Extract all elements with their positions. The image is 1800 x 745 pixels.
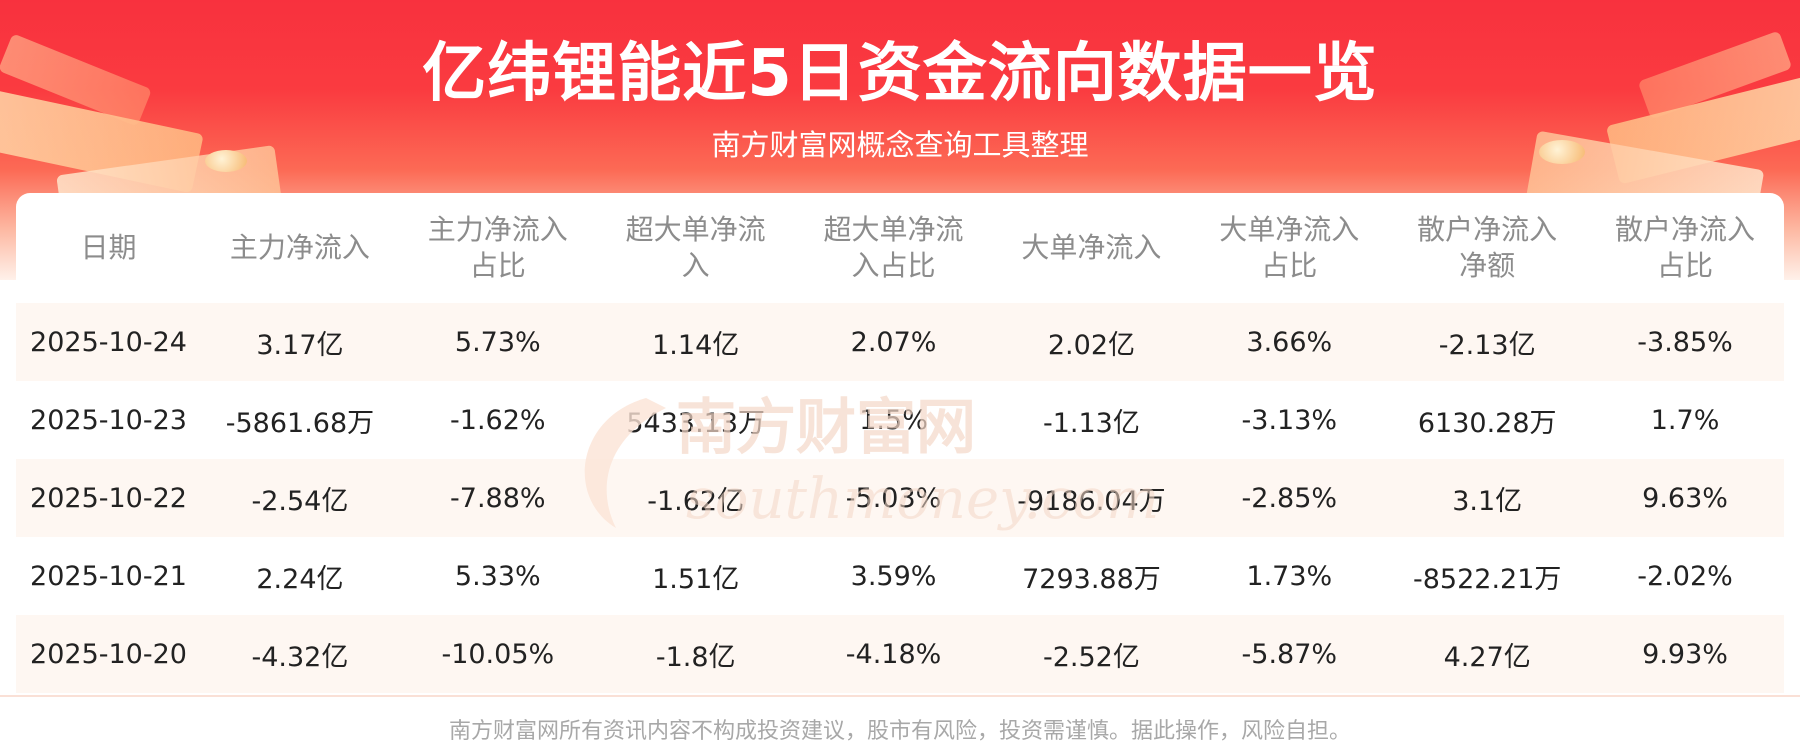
column-header-line2: 占比 [469,249,526,282]
value-cell: -1.62% [398,381,597,459]
value-cell: -10.05% [398,615,597,693]
table-row: 2025-10-24 3.17亿 5.73% 1.14亿 2.07% 2.02亿 3.66%… [16,303,1784,381]
column-header-line1: 大单净流入 [1219,213,1360,246]
value-cell: -2.52亿 [992,615,1191,693]
value-cell: 3.1亿 [1388,459,1587,537]
value-cell: 3.17亿 [201,303,399,381]
column-header-line1: 超大单净流 [823,213,964,246]
value-cell: -5861.68万 [201,381,399,459]
value-cell: -4.18% [794,615,993,693]
value-cell: -7.88% [398,459,597,537]
value-cell: -8522.21万 [1388,537,1587,615]
table-row: 2025-10-20 -4.32亿 -10.05% -1.8亿 -4.18% -2.52亿… [16,615,1784,693]
column-header-line2: 净额 [1459,249,1516,282]
value-cell: 2.02亿 [992,303,1191,381]
value-cell: 2.07% [794,303,993,381]
value-cell: 1.7% [1586,381,1784,459]
value-cell: 1.5% [794,381,993,459]
value-cell: -5.03% [794,459,993,537]
column-header-line1: 主力净流入 [427,213,568,246]
column-header-line2: 占比 [1261,249,1318,282]
column-header: 超大单净流 入占比 [795,193,993,303]
coin-icon [205,150,247,172]
table-body: 2025-10-24 3.17亿 5.73% 1.14亿 2.07% 2.02亿 3.66%… [16,303,1784,693]
column-header-line1: 散户净流入 [1615,213,1756,246]
data-card: 日期 主力净流入 主力净流入 占比 超大单净流入超大单净流 入占比 大单净流入 大单净流入 占比… [16,193,1784,695]
footer-divider [0,695,1800,697]
column-header: 大单净流入 [993,193,1191,303]
value-cell: -2.13亿 [1388,303,1587,381]
column-header: 超大单净流入 [597,193,795,303]
value-cell: 2.24亿 [201,537,399,615]
footer-disclaimer: 南方财富网所有资讯内容不构成投资建议，股市有风险，投资需谨慎。据此操作，风险自担… [448,719,1351,744]
value-cell: 1.14亿 [596,303,795,381]
table-row: 2025-10-22 -2.54亿 -7.88% -1.62亿 -5.03% -9186.… [16,459,1784,537]
table-header-row: 日期 主力净流入 主力净流入 占比 超大单净流入超大单净流 入占比 大单净流入 大单净流入 占比… [16,193,1784,303]
column-header-line1: 日期 [80,231,137,264]
column-header-line1: 散户净流入 [1417,213,1558,246]
column-header-line1: 大单净流入 [1021,231,1162,264]
column-header: 散户净流入 净额 [1388,193,1586,303]
value-cell: 9.63% [1586,459,1784,537]
value-cell: 5433.13万 [596,381,795,459]
column-header-line1: 超大单净流 [625,213,766,246]
value-cell: 1.73% [1190,537,1389,615]
date-cell: 2025-10-20 [16,615,201,693]
column-header: 大单净流入 占比 [1190,193,1388,303]
value-cell: 7293.88万 [992,537,1191,615]
value-cell: 6130.28万 [1388,381,1587,459]
table-row: 2025-10-23 -5861.68万 -1.62% 5433.13万 1.5% -1.… [16,381,1784,459]
column-header: 日期 [16,193,201,303]
date-cell: 2025-10-24 [16,303,201,381]
column-header: 主力净流入 [201,193,399,303]
date-cell: 2025-10-21 [16,537,201,615]
column-header: 主力净流入 占比 [399,193,597,303]
value-cell: -2.54亿 [201,459,399,537]
column-header-line2: 入占比 [851,249,936,282]
value-cell: -5.87% [1190,615,1389,693]
fund-flow-table: 日期 主力净流入 主力净流入 占比 超大单净流入超大单净流 入占比 大单净流入 大单净流入 占比… [16,193,1784,693]
value-cell: 3.66% [1190,303,1389,381]
page-title: 亿纬锂能近5日资金流向数据一览 [422,37,1378,111]
value-cell: -1.62亿 [596,459,795,537]
date-cell: 2025-10-22 [16,459,201,537]
value-cell: 3.59% [794,537,993,615]
value-cell: -3.85% [1586,303,1784,381]
value-cell: 9.93% [1586,615,1784,693]
column-header-line2: 占比 [1657,249,1714,282]
column-header-line1: 主力净流入 [229,231,370,264]
value-cell: 4.27亿 [1388,615,1587,693]
value-cell: -1.13亿 [992,381,1191,459]
date-cell: 2025-10-23 [16,381,201,459]
value-cell: 5.33% [398,537,597,615]
value-cell: 1.51亿 [596,537,795,615]
value-cell: -3.13% [1190,381,1389,459]
page-subtitle: 南方财富网概念查询工具整理 [711,128,1089,162]
value-cell: -9186.04万 [992,459,1191,537]
value-cell: -2.02% [1586,537,1784,615]
column-header: 散户净流入 占比 [1586,193,1784,303]
value-cell: -2.85% [1190,459,1389,537]
column-header-line2: 入 [681,249,710,282]
value-cell: -4.32亿 [201,615,399,693]
table-row: 2025-10-21 2.24亿 5.33% 1.51亿 3.59% 7293.88万 1.… [16,537,1784,615]
coin-icon [1539,140,1585,164]
value-cell: -1.8亿 [596,615,795,693]
value-cell: 5.73% [398,303,597,381]
